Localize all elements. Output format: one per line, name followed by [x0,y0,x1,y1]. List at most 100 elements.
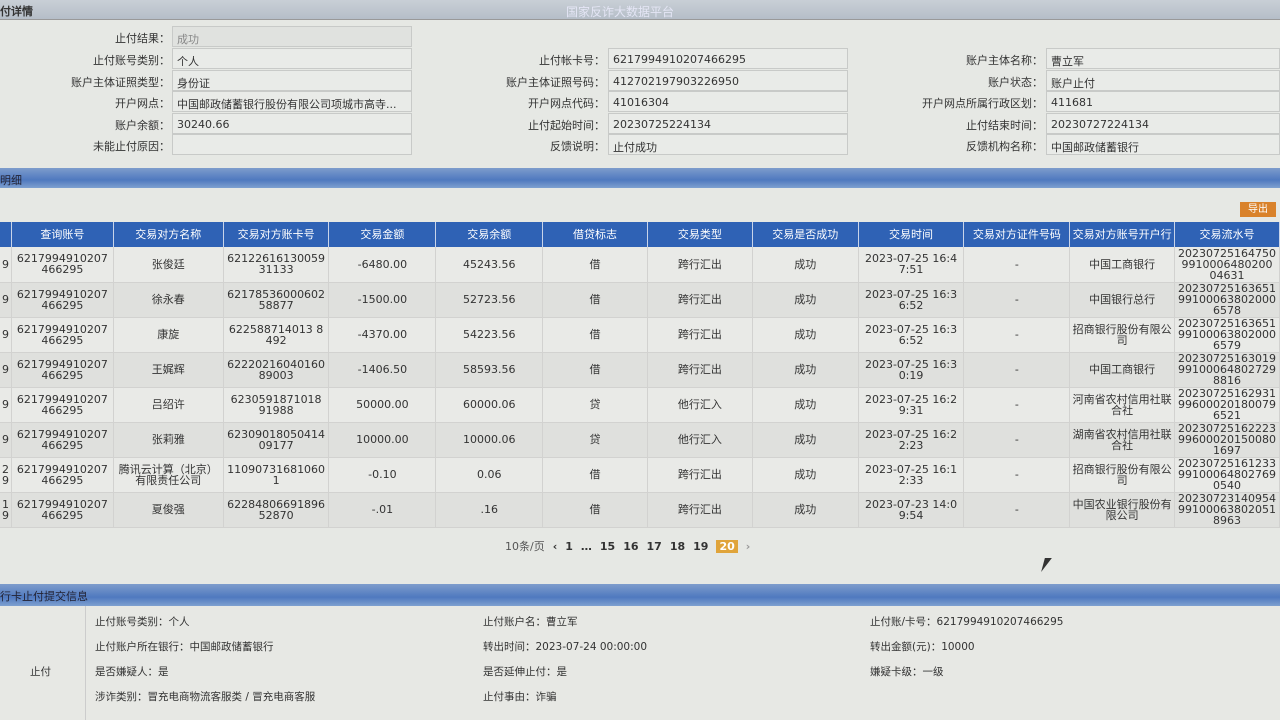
info-label: 账户状态： [988,75,1043,89]
submit-field: 是否嫌疑人：是 [95,666,169,678]
page-button[interactable]: 16 [623,539,639,553]
submit-field: 止付账/卡号：6217994910207466295 [870,616,1064,628]
table-cell: 招商银行股份有限公司 [1069,457,1176,493]
title-bar: 付详情 国家反诈大数据平台 [0,0,1280,20]
submit-field: 是否延伸止付：是 [483,666,567,678]
page-size-select[interactable]: 10条/页 [505,540,545,553]
table-cell: 2023072516222399600020150080 1697 [1174,422,1280,458]
table-cell: 借 [542,492,648,528]
table-cell: 6217853600060258877 [223,282,330,318]
submit-field: 止付账号类别：个人 [95,616,190,628]
table-cell: 9 [0,282,12,318]
table-cell: - [963,282,1071,318]
submit-field: 转出金额(元)：10000 [870,641,975,653]
table-cell: 6217994910207466295 [11,492,114,528]
info-label: 账户主体名称： [966,54,1043,67]
next-page-button[interactable]: › [745,539,751,553]
table-cell: 2023-07-25 16:30:19 [858,352,965,388]
table-cell: 2023-07-25 16:47:51 [858,247,965,283]
info-value: 41016304 [608,91,848,112]
table-cell: 2023-07-23 14:09:54 [858,492,965,528]
info-value: 身份证 [172,69,412,91]
info-label: 账户主体证照类型： [71,75,170,89]
mouse-cursor-icon [1041,558,1052,572]
info-label: 开户网点所属行政区划： [922,97,1043,110]
table-cell: 6217994910207466295 [11,422,114,458]
column-header: 交易对方名称 [113,222,224,247]
table-row[interactable]: 9 6217994910207466295 徐永春 62178536000602588… [0,282,1280,318]
table-cell: 中国工商银行 [1069,247,1176,283]
table-cell: 成功 [752,247,859,283]
table-cell: 9 [0,352,12,388]
table-cell: 成功 [752,422,859,458]
table-cell: 2023-07-25 16:29:31 [858,387,965,423]
table-cell: - [963,422,1071,458]
submit-field: 转出时间：2023-07-24 00:00:00 [483,641,648,653]
table-cell: 6217994910207466295 [11,247,114,283]
pagination: 10条/页 ‹ 1 … 15 16 17 18 19 20 › [505,538,750,554]
info-label: 账户主体证照号码： [506,75,605,89]
info-row: 开户网点： 中国邮政储蓄银行股份有限公司项城市高寺... 开户网点代码： 410163… [0,91,1280,112]
info-row: 账户主体证照类型： 身份证 账户主体证照号码： 412702197903226950 账… [0,69,1280,91]
table-cell: 张俊廷 [113,247,224,283]
table-cell: 跨行汇出 [647,352,753,388]
table-row[interactable]: 9 6217994910207466295 张莉雅 62309018050414091… [0,422,1280,458]
table-row[interactable]: 9 6217994910207466295 吕绍许 6230591871018 919… [0,387,1280,423]
column-header: 借贷标志 [542,222,648,247]
table-cell: 徐永春 [113,282,224,318]
page-button[interactable]: 18 [669,539,686,553]
page-button[interactable]: 15 [599,539,616,553]
table-cell: 60000.06 [435,387,544,423]
page-button[interactable]: 1 [565,539,573,553]
table-cell: 中国银行总行 [1069,282,1176,318]
info-label: 止付起始时间： [528,118,605,132]
table-cell: -1406.50 [328,352,437,388]
prev-page-button[interactable]: ‹ [552,539,558,553]
info-label: 止付结果： [115,32,170,45]
table-cell: 6217994910207466295 [11,317,114,353]
info-row: 账户余额： 30240.66 止付起始时间： 20230725224134 止付结束时间… [0,112,1280,134]
page-button[interactable]: … [580,539,592,553]
table-cell: -6480.00 [328,247,437,283]
table-cell: - [963,387,1071,423]
submit-field: 止付账户名：曹立军 [483,616,578,628]
table-row[interactable]: 9 6217994910207466295 康旋 622588714013 8492-… [0,317,1280,353]
info-value: 中国邮政储蓄银行股份有限公司项城市高寺... [172,91,412,112]
info-label: 开户网点代码： [528,97,605,110]
table-cell: 他行汇入 [647,387,753,423]
table-cell: 吕绍许 [113,387,224,423]
info-label: 账户余额： [115,118,170,132]
info-label: 未能止付原因： [93,140,170,153]
info-value: 曹立军 [1046,48,1280,69]
table-row[interactable]: 19 6217994910207466295 夏俊强 6228480669189652… [0,492,1280,528]
page-button[interactable]: 19 [693,539,709,553]
info-label: 反馈机构名称： [966,140,1043,153]
table-cell: 50000.00 [328,387,437,423]
section-title: 付详情 [0,5,33,18]
table-cell: 6230591871018 91988 [223,387,330,423]
info-label: 止付结束时间： [966,118,1043,132]
table-cell: 6230901805041409177 [223,422,330,458]
table-cell: 成功 [752,352,859,388]
table-cell: 9 [0,317,12,353]
page-button[interactable]: 17 [646,539,662,553]
column-header: 交易类型 [647,222,753,247]
export-button[interactable]: 导出 [1240,202,1276,217]
table-cell: 6217994910207466295 [11,457,114,493]
table-cell: 贷 [542,387,648,423]
table-cell: -0.10 [328,457,437,493]
table-cell: 2023072516293199600020180079 6521 [1174,387,1280,423]
info-value: 个人 [172,48,412,69]
table-cell: 58593.56 [435,352,544,388]
table-cell: 夏俊强 [113,492,224,528]
table-row[interactable]: 29 6217994910207466295 腾讯云计算（北京）有限责任公司 1109… [0,457,1280,493]
table-cell: 6217994910207466295 [11,282,114,318]
table-cell: 借 [542,352,648,388]
table-row[interactable]: 9 6217994910207466295 张俊廷 62122616130059311… [0,247,1280,283]
table-cell: 跨行汇出 [647,282,753,318]
submit-field: 涉诈类别：冒充电商物流客服类 / 冒充电商客服 [95,691,316,703]
table-cell: 2023072516301999100064802729 8816 [1174,352,1280,388]
page-button[interactable]: 20 [716,539,738,553]
table-row[interactable]: 9 6217994910207466295 王娓辉 62220216040160890… [0,352,1280,388]
submit-section-header: 行卡止付提交信息 [0,584,1280,606]
